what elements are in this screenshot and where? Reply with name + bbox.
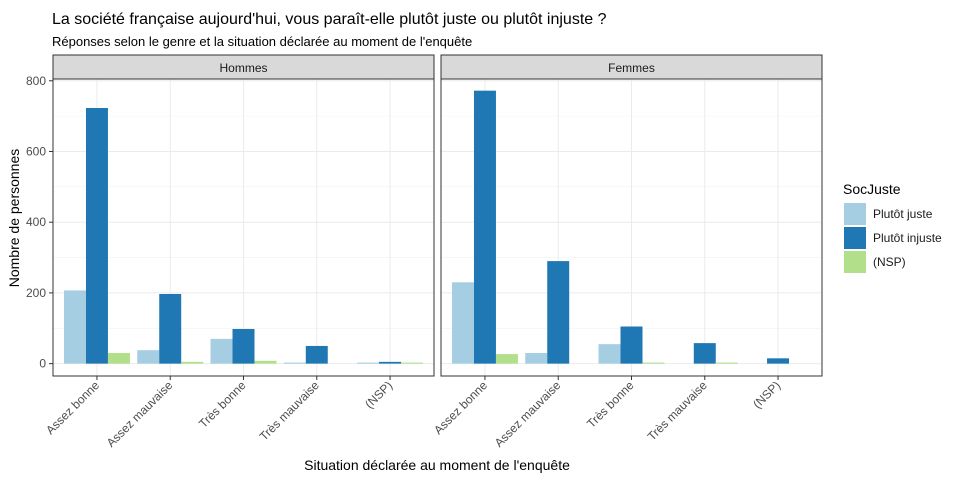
bar — [379, 361, 402, 364]
x-tick-label: (NSP) — [750, 378, 783, 411]
bar — [63, 290, 86, 364]
legend-label: Plutôt juste — [873, 207, 933, 221]
bar — [85, 107, 108, 364]
bar — [495, 354, 518, 364]
y-tick-label: 200 — [26, 286, 46, 300]
x-axis-label: Situation déclarée au moment de l'enquêt… — [304, 457, 570, 473]
legend-key — [844, 251, 866, 273]
legend-label: Plutôt injuste — [873, 231, 942, 245]
bar — [137, 350, 160, 364]
bar — [181, 361, 204, 364]
y-axis-label: Nombre de personnes — [6, 149, 22, 288]
bar — [232, 328, 255, 364]
bar — [598, 344, 621, 364]
bar — [401, 362, 424, 364]
y-tick-label: 600 — [26, 144, 46, 158]
facet-strip — [440, 54, 823, 80]
chart-title: La société française aujourd'hui, vous p… — [52, 11, 607, 28]
chart-subtitle: Réponses selon le genre et la situation … — [52, 34, 472, 49]
x-tick-label: Assez bonne — [431, 378, 490, 437]
y-tick-label: 400 — [26, 215, 46, 229]
x-tick-label: (NSP) — [362, 378, 395, 411]
x-tick-label: Assez bonne — [43, 378, 102, 437]
facet-label: Femmes — [608, 61, 655, 75]
bar — [357, 362, 380, 364]
bar — [693, 343, 716, 364]
bar — [305, 345, 328, 364]
y-tick-label: 0 — [39, 357, 46, 371]
legend-title: SocJuste — [843, 181, 901, 197]
x-tick-label: Très bonne — [584, 378, 637, 431]
legend-key — [844, 203, 866, 225]
bar — [642, 362, 665, 364]
bar — [715, 362, 738, 364]
bar — [159, 293, 182, 364]
x-tick-label: Assez mauvaise — [104, 378, 176, 450]
bar — [283, 362, 306, 364]
facet-label: Hommes — [219, 61, 267, 75]
bar — [620, 326, 643, 364]
facet-strip — [52, 54, 435, 80]
x-tick-label: Très mauvaise — [257, 378, 322, 443]
bar — [107, 353, 130, 364]
legend-label: (NSP) — [873, 255, 906, 269]
bar — [451, 282, 474, 364]
bar — [547, 261, 570, 364]
bar — [210, 338, 233, 364]
legend-key — [844, 227, 866, 249]
bar — [767, 358, 790, 364]
y-tick-label: 800 — [26, 74, 46, 88]
bar — [473, 90, 496, 364]
bar — [254, 360, 277, 364]
legend: SocJuste Plutôt juste Plutôt injuste (NSP) — [843, 181, 942, 273]
x-tick-label: Très bonne — [196, 378, 249, 431]
x-tick-label: Assez mauvaise — [492, 378, 564, 450]
x-tick-label: Très mauvaise — [645, 378, 710, 443]
bar — [525, 353, 548, 364]
